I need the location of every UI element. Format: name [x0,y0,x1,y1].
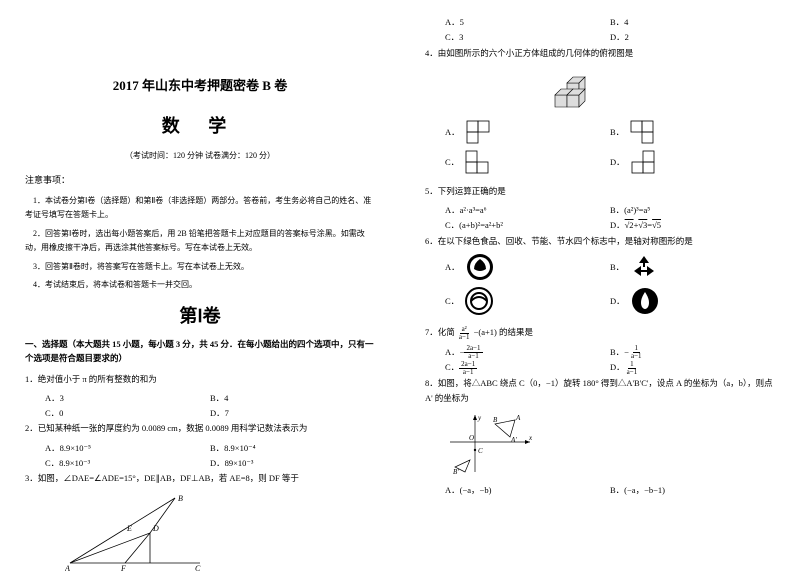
question-2: 2．已知某种纸一张的厚度约为 0.0089 cm，数据 0.0089 用科学记数… [25,421,375,436]
q5-d: D．√2+√3=√5 [610,218,775,233]
q8-b: B．(−a，−b−1) [610,483,775,498]
svg-text:A': A' [510,436,517,444]
svg-text:C: C [478,447,483,455]
q6-d-label: D． [610,295,625,307]
q5-c: C．(a+b)²=a²+b² [445,218,610,233]
q2-d: D．89×10⁻³ [210,456,375,471]
q6-d: D． [610,287,775,315]
svg-text:D: D [152,524,159,533]
svg-text:B: B [493,416,498,424]
q6-a-label: A． [445,261,460,273]
q4-options: A． B． C． D． [425,120,775,180]
q3-options: A．5 B．4 C．3 D．2 [425,15,775,46]
q6-a: A． [445,253,610,281]
exam-subject: 数 学 [25,112,375,138]
q4-a: A． [445,120,610,144]
question-8: 8．如图，将△ABC 绕点 C（0，−1）旋转 180° 得到△A'B'C'，设… [425,376,775,407]
q1-d: D．7 [210,406,375,421]
svg-text:B: B [178,494,183,503]
q4-b-label: B． [610,126,624,138]
question-1: 1．绝对值小于 π 的所有整数的和为 [25,372,375,387]
q4-d: D． [610,150,775,174]
q3-a: A．5 [445,15,610,30]
q3-d: D．2 [610,30,775,45]
svg-text:F: F [120,564,126,573]
q8-a: A．(−a，−b) [445,483,610,498]
svg-text:A: A [65,564,70,573]
left-column: 2017 年山东中考押题密卷 B 卷 数 学 （考试时间：120 分钟 试卷满分… [0,0,400,566]
q3-c: C．3 [445,30,610,45]
svg-text:E: E [126,524,132,533]
q6-options: A． B． C． D． [425,253,775,321]
question-7: 7．化简 a²a−1 −(a+1) 的结果是 [425,325,775,341]
q7-b: B．−1a−1 [610,345,775,361]
q2-c: C．8.9×10⁻³ [45,456,210,471]
q8-options: A．(−a，−b) B．(−a，−b−1) [425,483,775,498]
notice-header: 注意事项： [25,173,375,186]
q7-d: D．1a−1 [610,360,775,376]
exam-main-title: 2017 年山东中考押题密卷 B 卷 [25,75,375,94]
q1-options: A．3 B．4 C．0 D．7 [25,391,375,422]
q5-b: B．(a²)³=a⁵ [610,203,775,218]
svg-text:B': B' [453,468,459,476]
notice-2: 2．回答第Ⅰ卷时，选出每小题答案后，用 2B 铅笔把答题卡上对应题目的答案标号涂… [25,227,375,256]
notice-1: 1．本试卷分第Ⅰ卷（选择题）和第Ⅱ卷（非选择题）两部分。答卷前，考生务必将自己的… [25,194,375,223]
question-3: 3．如图，∠DAE=∠ADE=15°，DE∥AB，DF⊥AB，若 AE=8，则 … [25,471,375,486]
svg-text:C: C [195,564,201,573]
recycle-icon [630,253,658,281]
q1-b: B．4 [210,391,375,406]
q4-b: B． [610,120,775,144]
q4-a-label: A． [445,126,460,138]
svg-text:A: A [515,414,521,422]
energy-icon [465,287,493,315]
q8-figure: x y O C A B A' B' [445,412,775,477]
q6-c-label: C． [445,295,459,307]
q2-b: B．8.9×10⁻⁴ [210,441,375,456]
notice-4: 4．考试结束后，将本试卷和答题卡一并交回。 [25,278,375,292]
right-column: A．5 B．4 C．3 D．2 4．由如图所示的六个小正方体组成的几何体的俯视图… [400,0,800,566]
q2-a: A．8.9×10⁻⁵ [45,441,210,456]
svg-text:x: x [528,434,533,442]
question-5: 5．下列运算正确的是 [425,184,775,199]
q4-d-label: D． [610,156,625,168]
q7-options: A．−2a−1a−1 B．−1a−1 C．2a−1a−1 D．1a−1 [425,345,775,376]
q3-b: B．4 [610,15,775,30]
question-4: 4．由如图所示的六个小正方体组成的几何体的俯视图是 [425,46,775,61]
q1-a: A．3 [45,391,210,406]
svg-text:y: y [477,414,482,422]
svg-text:O: O [469,434,474,442]
q5-options: A．a²·a³=a⁶ B．(a²)³=a⁵ C．(a+b)²=a²+b² D．√… [425,203,775,234]
q5-a: A．a²·a³=a⁶ [445,203,610,218]
q1-c: C．0 [45,406,210,421]
part-1-title: 第Ⅰ卷 [25,302,375,328]
q6-b-label: B． [610,261,624,273]
q6-c: C． [445,287,610,315]
exam-info: （考试时间：120 分钟 试卷满分：120 分） [25,150,375,161]
green-food-icon [466,253,494,281]
q7-a: A．−2a−1a−1 [445,345,610,361]
water-icon [631,287,659,315]
q2-options: A．8.9×10⁻⁵ B．8.9×10⁻⁴ C．8.9×10⁻³ D．89×10… [25,441,375,472]
q4-c: C． [445,150,610,174]
section-a-header: 一、选择题（本大题共 15 小题，每小题 3 分，共 45 分．在每小题给出的四… [25,338,375,365]
notice-3: 3．回答第Ⅱ卷时，将答案写在答题卡上。写在本试卷上无效。 [25,260,375,274]
q4-3d-figure [545,65,775,112]
q7-c: C．2a−1a−1 [445,360,610,376]
q6-b: B． [610,253,775,281]
q3-figure: A B C D E F [65,493,375,573]
question-6: 6．在以下绿色食品、回收、节能、节水四个标志中，是轴对称图形的是 [425,234,775,249]
q4-c-label: C． [445,156,459,168]
